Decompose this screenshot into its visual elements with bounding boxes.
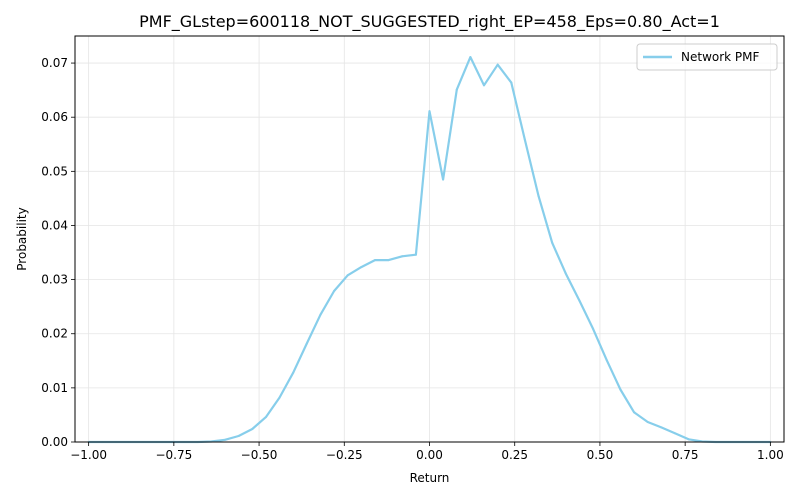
data-point (578, 299, 581, 302)
data-point (319, 313, 322, 316)
data-point (333, 290, 336, 292)
data-point (592, 327, 595, 330)
data-point (414, 253, 417, 256)
legend: Network PMF (636, 43, 778, 71)
y-axis-label: Probability (15, 207, 29, 270)
y-tick-label: 0.01 (41, 381, 68, 395)
chart-title: PMF_GLstep=600118_NOT_SUGGESTED_right_EP… (139, 12, 720, 32)
x-tick-label: −0.25 (326, 448, 363, 462)
data-point (387, 259, 390, 262)
data-point (428, 110, 431, 113)
data-point (360, 266, 363, 269)
data-point (537, 195, 540, 198)
y-tick-label: 0.04 (41, 218, 68, 232)
data-point (673, 432, 676, 435)
data-point (346, 274, 349, 277)
data-point (646, 421, 649, 423)
data-point (278, 396, 281, 399)
legend-box (636, 43, 778, 71)
data-point (374, 259, 376, 262)
data-point (523, 138, 526, 141)
data-point (483, 84, 485, 87)
x-tick-label: 0.50 (587, 448, 614, 462)
data-point (469, 56, 472, 59)
data-point (305, 342, 308, 345)
data-point (687, 438, 690, 441)
data-point (660, 426, 663, 429)
x-tick-label: 0.75 (672, 448, 699, 462)
data-point (264, 416, 267, 419)
data-point (292, 371, 295, 374)
grid (75, 36, 784, 443)
x-tick-label: 1.00 (757, 448, 784, 462)
data-point (510, 81, 513, 84)
x-tick-label: 0.00 (416, 448, 443, 462)
data-point (237, 435, 240, 437)
y-tick-label: 0.02 (41, 327, 68, 341)
data-point (496, 63, 499, 66)
data-point (633, 411, 635, 414)
y-tick-label: 0.07 (41, 56, 68, 70)
data-point (564, 272, 567, 275)
y-tick-label: 0.05 (41, 164, 68, 178)
data-point (551, 241, 554, 244)
data-point (442, 178, 445, 181)
data-point (619, 388, 622, 391)
y-tick-label: 0.03 (41, 273, 68, 287)
legend-label-network-pmf: Network PMF (681, 50, 760, 64)
y-tick-label: 0.00 (41, 435, 68, 449)
data-point (251, 428, 254, 430)
x-axis-ticks: −1.00 −0.75 −0.50 −0.25 0.00 0.25 0.50 0.75 1.00 (70, 442, 784, 462)
data-point (605, 359, 608, 362)
x-tick-label: 0.25 (501, 448, 528, 462)
y-axis-ticks: 0.00 0.01 0.02 0.03 0.04 0.05 0.06 0.07 (41, 56, 75, 449)
data-point (224, 438, 226, 441)
x-tick-label: −1.00 (70, 448, 107, 462)
x-tick-label: −0.50 (241, 448, 278, 462)
x-tick-label: −0.75 (155, 448, 192, 462)
x-axis-label: Return (410, 471, 450, 485)
y-tick-label: 0.06 (41, 110, 68, 124)
data-point (401, 255, 404, 258)
data-point (455, 88, 458, 91)
